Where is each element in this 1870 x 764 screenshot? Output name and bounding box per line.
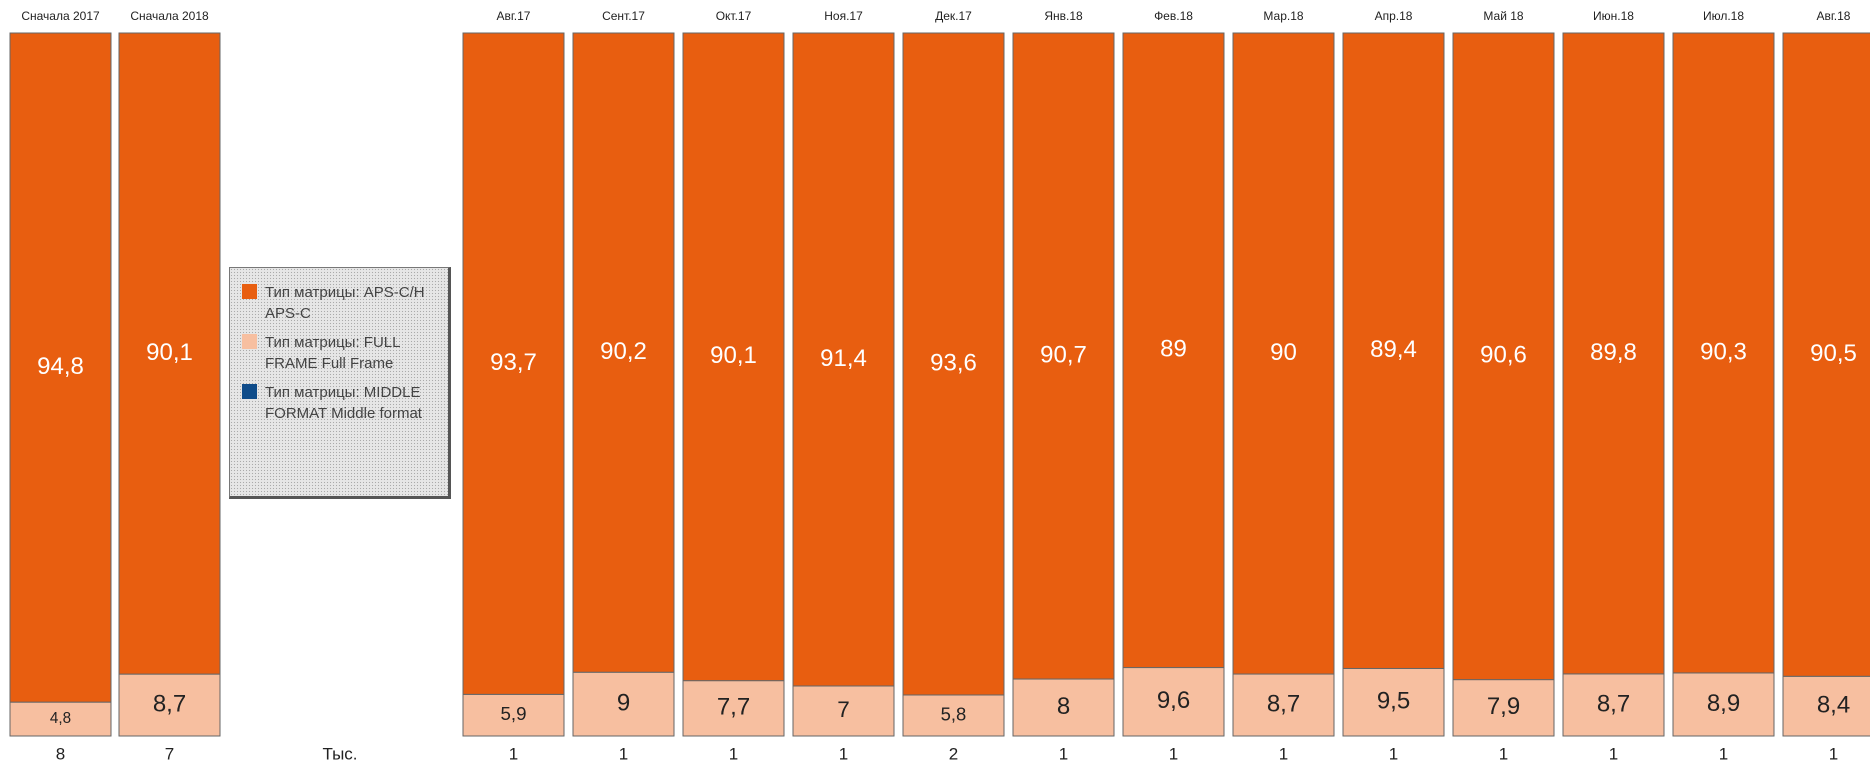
- bar-segment: [9, 32, 112, 703]
- bar-segment: [902, 32, 1005, 696]
- bar-segment: [1012, 678, 1115, 737]
- x-tick-label: Май 18: [1483, 9, 1524, 23]
- x-tick-label: Авг.17: [497, 9, 531, 23]
- value-label: 7,9: [1487, 693, 1520, 720]
- value-label: 90: [1270, 339, 1297, 366]
- total-label: 1: [1059, 744, 1068, 763]
- value-label: 91,4: [820, 345, 867, 372]
- value-label: 93,7: [490, 349, 537, 376]
- bar-segment: [1672, 32, 1775, 674]
- x-tick-label: Июл.18: [1703, 9, 1744, 23]
- value-label: 90,6: [1480, 342, 1527, 369]
- bar-segment: [1122, 667, 1225, 737]
- total-label: 7: [165, 744, 174, 763]
- x-tick-label: Янв.18: [1044, 9, 1083, 23]
- bar-segment: [1562, 32, 1665, 675]
- value-label: 8,7: [1597, 690, 1630, 717]
- value-label: 94,8: [37, 353, 84, 380]
- value-label: 9: [617, 689, 630, 716]
- total-label: 1: [619, 744, 628, 763]
- legend: Тип матрицы: APS-C/H APS-C Тип матрицы: F…: [229, 267, 451, 499]
- bar-segment: [1562, 673, 1665, 737]
- total-label: 1: [1829, 744, 1838, 763]
- bar-segment: [792, 32, 895, 687]
- value-label: 89,8: [1590, 339, 1637, 366]
- value-label: 7: [837, 697, 850, 722]
- bar-segment: [118, 32, 221, 675]
- legend-label: Тип матрицы: MIDDLE FORMAT Middle format: [265, 384, 422, 422]
- value-label: 8,7: [153, 690, 186, 717]
- legend-label: Тип матрицы: FULL FRAME Full Frame: [265, 334, 400, 372]
- bar-segment: [682, 680, 785, 737]
- total-label: 1: [509, 744, 518, 763]
- bar-segment: [682, 32, 785, 682]
- total-label: 1: [729, 744, 738, 763]
- value-label: 5,9: [500, 703, 526, 724]
- total-label: 8: [56, 744, 65, 763]
- bar-segment: [1342, 32, 1445, 669]
- value-label: 89: [1160, 336, 1187, 363]
- legend-label: Тип матрицы: APS-C/H APS-C: [265, 284, 425, 322]
- value-label: 90,1: [710, 342, 757, 369]
- value-label: 5,8: [941, 703, 967, 724]
- bar-segment: [1122, 32, 1225, 669]
- x-tick-label: Мар.18: [1263, 9, 1303, 23]
- value-label: 9,6: [1157, 687, 1190, 714]
- value-label: 90,5: [1810, 340, 1857, 367]
- bar-segment: [1782, 32, 1870, 677]
- value-label: 8,9: [1707, 690, 1740, 717]
- bar-segment: [118, 673, 221, 737]
- value-label: 7,7: [717, 694, 750, 721]
- total-label: 1: [1719, 744, 1728, 763]
- totals-unit: Тыс.: [322, 744, 357, 763]
- total-label: 2: [949, 744, 958, 763]
- x-tick-label: Апр.18: [1375, 9, 1413, 23]
- value-label: 90,2: [600, 338, 647, 365]
- x-tick-label: Сент.17: [602, 9, 645, 23]
- total-label: 1: [839, 744, 848, 763]
- bar-segment: [1672, 672, 1775, 737]
- x-tick-label: Фев.18: [1154, 9, 1193, 23]
- total-label: 1: [1499, 744, 1508, 763]
- value-label: 8,7: [1267, 690, 1300, 717]
- value-label: 4,8: [50, 710, 71, 727]
- value-label: 8: [1057, 693, 1070, 720]
- bar-segment: [1012, 32, 1115, 680]
- legend-entry: Тип матрицы: MIDDLE FORMAT Middle format: [242, 382, 442, 424]
- x-tick-label: Сначала 2018: [130, 9, 209, 23]
- total-label: 1: [1169, 744, 1178, 763]
- bar-segment: [792, 685, 895, 737]
- x-tick-label: Дек.17: [935, 9, 972, 23]
- legend-entry: Тип матрицы: FULL FRAME Full Frame: [242, 332, 442, 374]
- bar-segment: [1782, 675, 1870, 737]
- value-label: 93,6: [930, 349, 977, 376]
- legend-swatch: [242, 334, 257, 349]
- value-label: 89,4: [1370, 336, 1417, 363]
- bar-segment: [572, 32, 675, 673]
- bar-segment: [462, 32, 565, 695]
- bar-segment: [1452, 679, 1555, 737]
- legend-swatch: [242, 284, 257, 299]
- value-label: 90,1: [146, 339, 193, 366]
- value-label: 90,7: [1040, 341, 1087, 368]
- total-label: 1: [1389, 744, 1398, 763]
- x-tick-label: Окт.17: [716, 9, 752, 23]
- legend-swatch: [242, 384, 257, 399]
- bar-segment: [1452, 32, 1555, 681]
- bar-segment: [1232, 32, 1335, 675]
- value-label: 8,4: [1817, 691, 1850, 718]
- x-tick-label: Авг.18: [1817, 9, 1851, 23]
- x-tick-label: Ноя.17: [824, 9, 863, 23]
- total-label: 1: [1609, 744, 1618, 763]
- x-tick-label: Сначала 2017: [21, 9, 100, 23]
- bar-segment: [9, 701, 112, 737]
- bar-segment: [572, 671, 675, 737]
- legend-entry: Тип матрицы: APS-C/H APS-C: [242, 282, 442, 324]
- total-label: 1: [1279, 744, 1288, 763]
- value-label: 90,3: [1700, 338, 1747, 365]
- value-label: 9,5: [1377, 688, 1410, 715]
- x-tick-label: Июн.18: [1593, 9, 1634, 23]
